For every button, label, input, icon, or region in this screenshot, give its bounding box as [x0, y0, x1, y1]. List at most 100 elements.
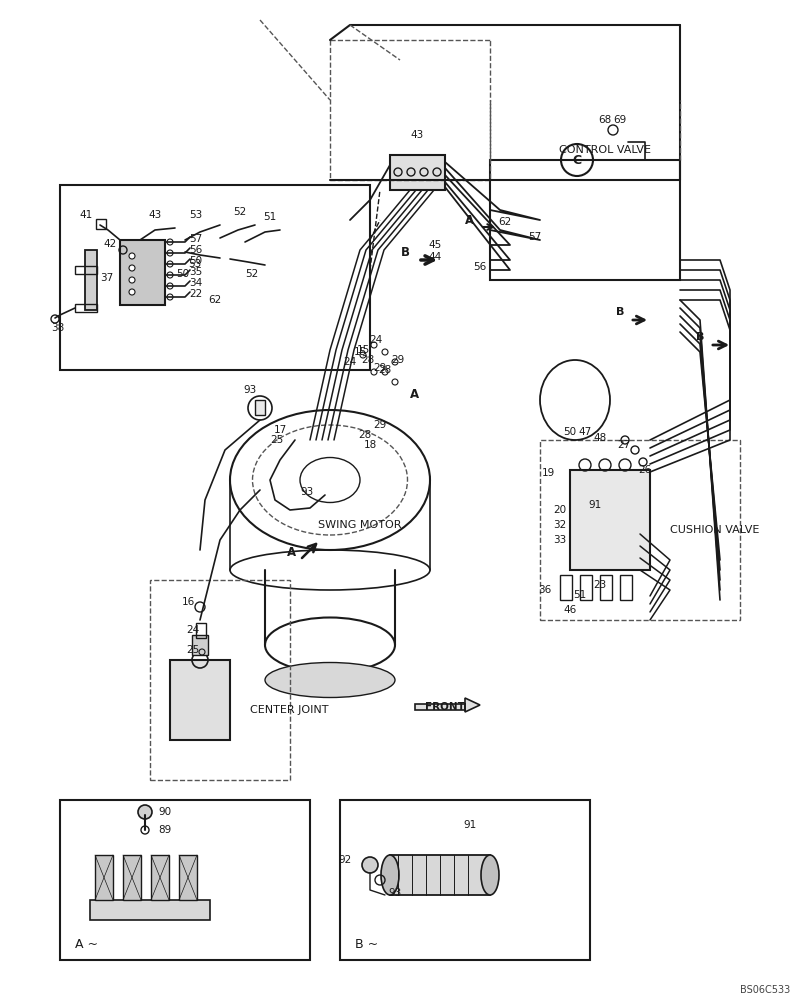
Text: 27: 27	[616, 440, 630, 450]
Text: 43: 43	[410, 130, 423, 140]
Text: FRONT: FRONT	[424, 702, 465, 712]
Text: A ~: A ~	[75, 938, 98, 951]
Text: 24: 24	[187, 625, 200, 635]
Text: 44: 44	[428, 252, 441, 262]
Bar	[389, 855, 489, 895]
Text: BS06C533: BS06C533	[739, 985, 789, 995]
Bar	[178, 855, 197, 900]
Circle shape	[129, 253, 135, 259]
Bar	[151, 855, 169, 900]
Text: 50: 50	[563, 427, 576, 437]
Bar	[122, 855, 141, 900]
Ellipse shape	[264, 662, 394, 698]
Text: 52: 52	[233, 207, 247, 217]
Text: 28: 28	[378, 365, 391, 375]
Circle shape	[129, 289, 135, 295]
Text: 69: 69	[612, 115, 626, 125]
Text: 41: 41	[79, 210, 92, 220]
Text: 18: 18	[363, 440, 376, 450]
Text: 33: 33	[552, 535, 566, 545]
Bar	[75, 304, 97, 312]
Text: 50: 50	[189, 256, 202, 266]
Text: 50: 50	[176, 269, 189, 279]
Text: 43: 43	[148, 210, 161, 220]
Text: 52: 52	[245, 269, 259, 279]
Text: 35: 35	[189, 267, 203, 277]
Bar	[255, 400, 264, 415]
Text: 29: 29	[373, 420, 386, 430]
Text: 92: 92	[338, 855, 351, 865]
Ellipse shape	[380, 855, 398, 895]
Bar	[560, 575, 571, 600]
Text: A: A	[287, 546, 296, 558]
Text: 90: 90	[158, 807, 171, 817]
Text: SWING MOTOR: SWING MOTOR	[318, 520, 401, 530]
Circle shape	[138, 805, 152, 819]
Text: CENTER JOINT: CENTER JOINT	[250, 705, 328, 715]
Bar	[75, 266, 97, 274]
Text: 48: 48	[593, 433, 606, 443]
Bar	[539, 440, 739, 620]
Text: 29: 29	[373, 363, 386, 373]
Bar	[389, 155, 444, 190]
Bar	[96, 219, 106, 229]
Text: B: B	[400, 245, 409, 258]
Text: 62: 62	[208, 295, 221, 305]
Bar	[60, 185, 370, 370]
Bar	[90, 900, 210, 920]
Bar	[340, 800, 590, 960]
Bar	[120, 240, 165, 305]
Text: 25: 25	[270, 435, 283, 445]
Text: 36: 36	[538, 585, 551, 595]
Bar	[599, 575, 611, 600]
Text: A: A	[465, 214, 474, 227]
Text: 46: 46	[563, 605, 576, 615]
Bar	[60, 800, 310, 960]
Text: A: A	[410, 388, 419, 401]
Text: 15: 15	[353, 347, 367, 357]
Text: 57: 57	[189, 234, 203, 244]
Text: 93: 93	[243, 385, 256, 395]
Bar	[620, 575, 631, 600]
Text: 24: 24	[343, 357, 356, 367]
Text: 16: 16	[181, 597, 195, 607]
Text: B: B	[615, 307, 624, 317]
Bar	[579, 575, 591, 600]
Text: CUSHION VALVE: CUSHION VALVE	[669, 525, 758, 535]
Text: 28: 28	[361, 355, 374, 365]
Text: 93: 93	[388, 888, 401, 898]
Text: 38: 38	[51, 323, 65, 333]
Text: 26: 26	[637, 465, 650, 475]
Text: 42: 42	[103, 239, 117, 249]
Text: 37: 37	[100, 273, 113, 283]
Bar	[569, 470, 649, 570]
Text: 91: 91	[588, 500, 601, 510]
Text: 22: 22	[189, 289, 203, 299]
Text: 34: 34	[189, 278, 203, 288]
Bar	[191, 635, 208, 655]
Text: 28: 28	[358, 430, 371, 440]
Bar	[169, 660, 230, 740]
Text: 47: 47	[577, 427, 591, 437]
Text: 20: 20	[553, 505, 566, 515]
Text: 91: 91	[463, 820, 476, 830]
Text: C: C	[572, 154, 581, 167]
Text: 15: 15	[356, 345, 369, 355]
Bar	[150, 580, 290, 780]
Circle shape	[129, 277, 135, 283]
Text: 45: 45	[428, 240, 441, 250]
Bar	[95, 855, 113, 900]
Polygon shape	[414, 698, 479, 712]
Bar	[85, 250, 97, 310]
Text: 51: 51	[263, 212, 277, 222]
Bar	[195, 623, 206, 638]
Text: 51: 51	[573, 590, 586, 600]
Text: 25: 25	[187, 645, 200, 655]
Bar	[489, 160, 679, 280]
Text: 93: 93	[300, 487, 313, 497]
Text: 68: 68	[598, 115, 611, 125]
Text: 23: 23	[593, 580, 606, 590]
Text: 19: 19	[541, 468, 554, 478]
Text: 57: 57	[528, 232, 541, 242]
Text: 53: 53	[189, 210, 203, 220]
